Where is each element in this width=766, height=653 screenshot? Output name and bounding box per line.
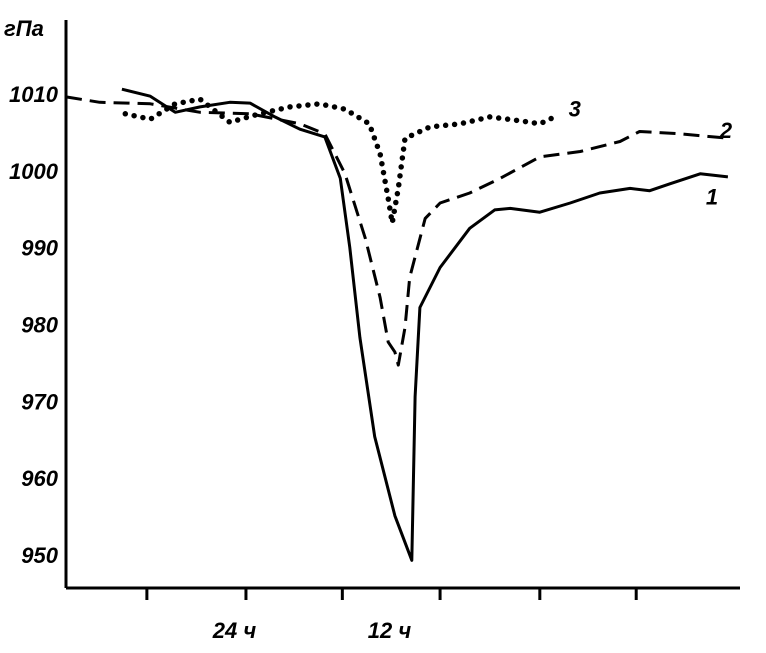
y-tick-label: 960 [21, 466, 58, 491]
x-tick-label: 12 ч [368, 618, 412, 643]
y-axis-label: гПа [4, 16, 44, 41]
y-tick-label: 950 [21, 543, 58, 568]
series-label: 2 [719, 118, 733, 143]
y-tick-label: 1000 [9, 159, 59, 184]
y-tick-label: 1010 [9, 82, 59, 107]
y-tick-label: 990 [21, 236, 58, 261]
y-tick-label: 980 [21, 313, 58, 338]
series-label: 1 [706, 185, 718, 210]
x-tick-label: 24 ч [212, 618, 257, 643]
series-line [121, 87, 729, 562]
series-label: 3 [569, 97, 581, 122]
series-line [122, 96, 558, 226]
series-line [65, 95, 731, 367]
y-tick-label: 970 [21, 389, 58, 414]
